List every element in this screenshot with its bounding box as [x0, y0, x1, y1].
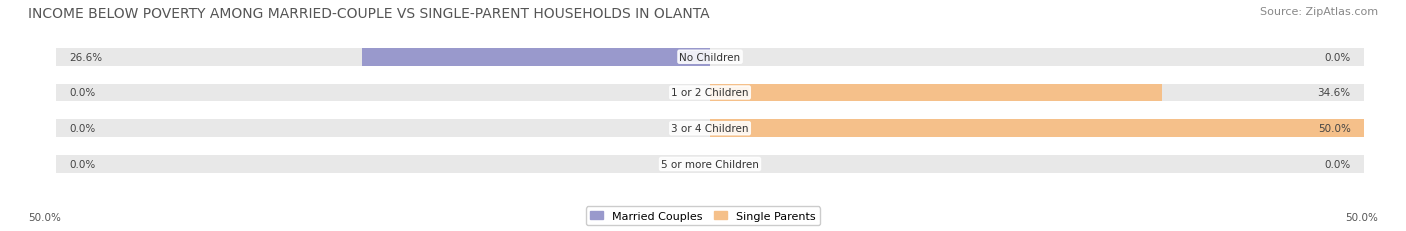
Text: 50.0%: 50.0% — [1346, 212, 1378, 222]
Bar — [363, 49, 710, 66]
Text: 3 or 4 Children: 3 or 4 Children — [671, 124, 749, 134]
Text: No Children: No Children — [679, 52, 741, 62]
Bar — [710, 120, 1364, 137]
Text: 26.6%: 26.6% — [69, 52, 103, 62]
Bar — [710, 84, 1163, 102]
Text: 50.0%: 50.0% — [28, 212, 60, 222]
Text: INCOME BELOW POVERTY AMONG MARRIED-COUPLE VS SINGLE-PARENT HOUSEHOLDS IN OLANTA: INCOME BELOW POVERTY AMONG MARRIED-COUPL… — [28, 7, 710, 21]
Bar — [56, 84, 710, 102]
Text: 0.0%: 0.0% — [69, 159, 96, 169]
Legend: Married Couples, Single Parents: Married Couples, Single Parents — [586, 207, 820, 225]
Bar — [710, 120, 1364, 137]
Bar — [56, 155, 710, 173]
Text: 34.6%: 34.6% — [1317, 88, 1351, 98]
Text: 0.0%: 0.0% — [69, 124, 96, 134]
Text: 0.0%: 0.0% — [1324, 52, 1351, 62]
Text: 0.0%: 0.0% — [1324, 159, 1351, 169]
Text: 0.0%: 0.0% — [69, 88, 96, 98]
Bar — [56, 49, 710, 66]
Text: 50.0%: 50.0% — [1317, 124, 1351, 134]
Text: 1 or 2 Children: 1 or 2 Children — [671, 88, 749, 98]
Bar — [56, 120, 710, 137]
Bar — [710, 155, 1364, 173]
Text: Source: ZipAtlas.com: Source: ZipAtlas.com — [1260, 7, 1378, 17]
Bar — [710, 49, 1364, 66]
Text: 5 or more Children: 5 or more Children — [661, 159, 759, 169]
Bar — [710, 84, 1364, 102]
